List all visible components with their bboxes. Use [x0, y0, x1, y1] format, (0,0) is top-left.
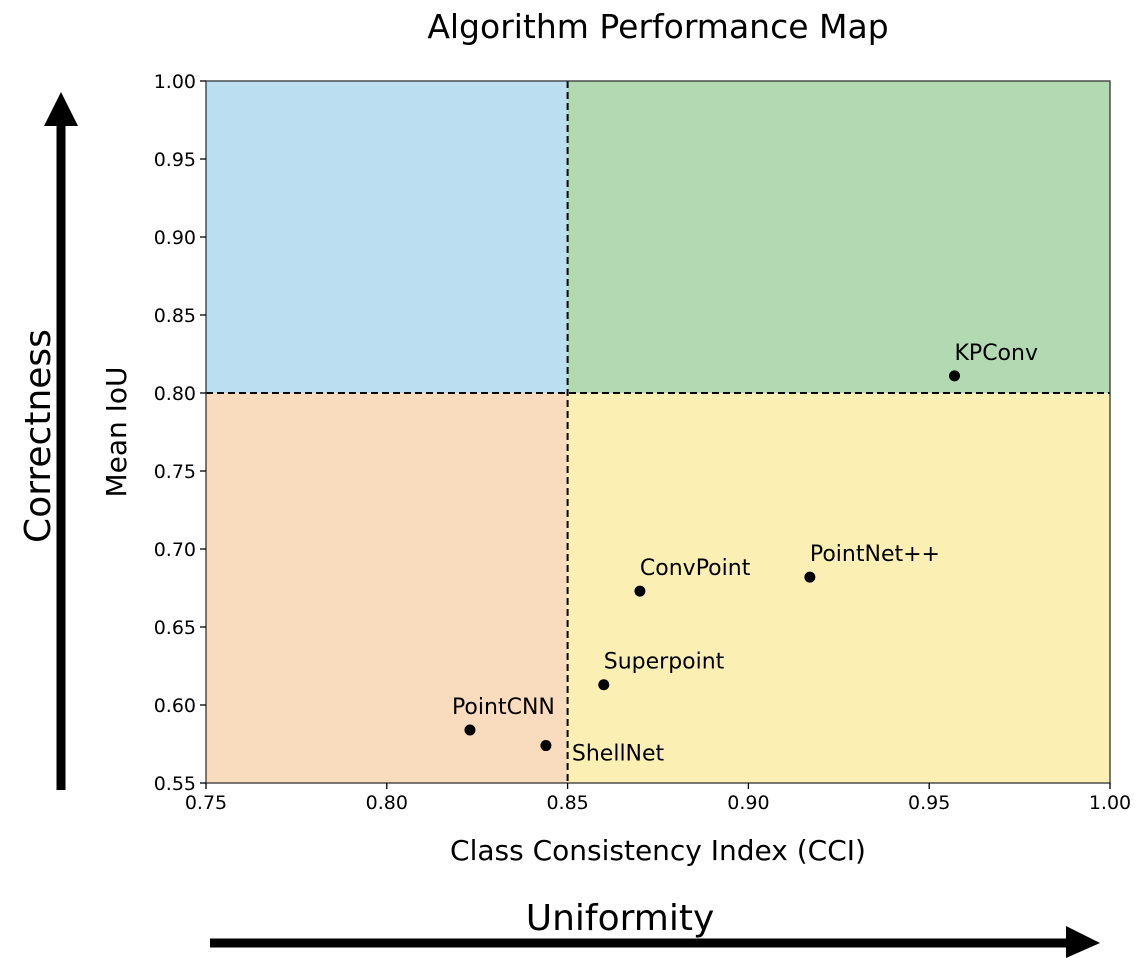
y-axis-ticks: 0.55 0.60 0.65 0.70 0.75 0.80 0.85 0.90 0.95 1.00: [154, 71, 206, 795]
x-axis-label: Class Consistency Index (CCI): [450, 834, 866, 867]
data-point: [540, 740, 552, 752]
data-point: [598, 679, 610, 691]
uniformity-arrow-head: [1066, 926, 1100, 958]
quadrant-high-x-low-y: [567, 393, 1110, 783]
y-tick-label: 0.95: [154, 149, 196, 171]
threshold-lines: [206, 81, 1110, 783]
y-tick-label: 1.00: [154, 71, 196, 93]
point-label: PointNet++: [810, 542, 940, 567]
y-tick-label: 0.90: [154, 227, 196, 249]
correctness-label: Correctness: [18, 329, 59, 543]
chart-title: Algorithm Performance Map: [427, 7, 888, 46]
point-label: Superpoint: [604, 650, 725, 675]
y-tick-label: 0.65: [154, 617, 196, 639]
data-point: [634, 585, 646, 597]
x-tick-label: 1.00: [1089, 792, 1131, 814]
quadrant-low-x-high-y: [206, 81, 568, 393]
y-axis-label: Mean IoU: [100, 366, 133, 497]
x-tick-label: 0.90: [727, 792, 769, 814]
plot-frame: [205, 80, 1111, 784]
point-label: ShellNet: [572, 742, 665, 767]
point-label: KPConv: [955, 341, 1038, 366]
y-tick-label: 0.60: [154, 695, 196, 717]
y-tick-label: 0.75: [154, 461, 196, 483]
quadrant-low-x-low-y: [206, 393, 568, 783]
y-tick-label: 0.55: [154, 773, 196, 795]
quadrant-backgrounds: [206, 81, 1110, 783]
point-label: PointCNN: [452, 695, 555, 720]
data-points: KPConv PointNet++ ConvPoint Superpoint Point…: [452, 341, 1038, 767]
uniformity-label: Uniformity: [526, 898, 715, 939]
data-point: [804, 571, 816, 583]
y-tick-label: 0.70: [154, 539, 196, 561]
point-label: ConvPoint: [640, 556, 751, 581]
x-tick-label: 0.95: [908, 792, 950, 814]
x-tick-label: 0.80: [366, 792, 408, 814]
correctness-arrow-head: [44, 92, 78, 126]
quadrant-high-x-high-y: [567, 81, 1110, 393]
x-axis-ticks: 0.75 0.80 0.85 0.90 0.95 1.00: [185, 783, 1131, 814]
data-point: [464, 724, 476, 736]
x-tick-label: 0.75: [185, 792, 227, 814]
y-tick-label: 0.80: [154, 383, 196, 405]
x-tick-label: 0.85: [546, 792, 588, 814]
y-tick-label: 0.85: [154, 305, 196, 327]
data-point: [949, 370, 961, 382]
